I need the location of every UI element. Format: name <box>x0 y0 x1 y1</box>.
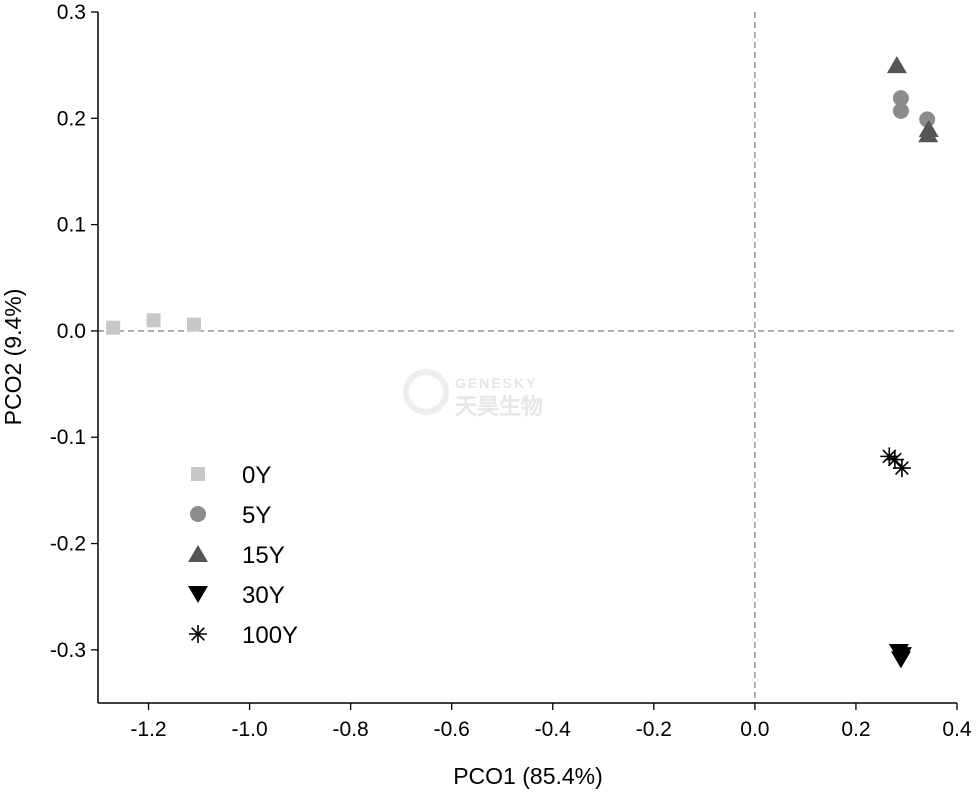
x-tick-label: -0.8 <box>333 718 369 741</box>
data-point-30y <box>890 651 911 669</box>
data-point-5y <box>919 111 936 128</box>
reference-lines <box>98 12 957 703</box>
y-tick-label: 0.3 <box>57 1 86 24</box>
data-point-100y <box>892 459 911 478</box>
x-tick-label: 0.4 <box>942 718 972 741</box>
data-point-5y <box>892 90 909 107</box>
x-tick-label: -1.0 <box>231 718 267 741</box>
y-tick-label: -0.2 <box>50 533 86 556</box>
legend-marker-100y <box>189 625 207 643</box>
x-tick-label: -0.2 <box>636 718 672 741</box>
data-point-15y <box>886 56 907 74</box>
x-tick-label: -0.4 <box>535 718 572 741</box>
ticks: 0.3 0.2 0.1 0.0 -0.1 -0.2 -0.3 -1.2 -1.0 -0.8 -0.6… <box>50 1 972 741</box>
y-tick-label: 0.2 <box>57 107 86 130</box>
legend-marker-0y <box>191 467 205 481</box>
data-point-0y <box>106 320 121 335</box>
data-point-5y <box>892 102 909 119</box>
data-point-100y <box>885 450 904 469</box>
y-tick-label: 0.0 <box>57 320 86 343</box>
watermark-cn: 天昊生物 <box>455 394 543 420</box>
watermark: GENESKY 天昊生物 <box>403 369 543 420</box>
legend-label-100y: 100Y <box>242 622 298 649</box>
x-tick-label: 0.0 <box>740 718 769 741</box>
legend-marker-15y <box>188 545 208 562</box>
y-axis-title: PCO2 (9.4%) <box>0 289 26 426</box>
legend-label-5y: 5Y <box>242 502 271 529</box>
y-tick-label: -0.3 <box>50 639 86 662</box>
legend-label-0y: 0Y <box>242 462 271 489</box>
watermark-en: GENESKY <box>455 375 537 391</box>
data-point-0y <box>187 317 202 332</box>
legend-marker-30y <box>188 586 208 603</box>
legend-label-15y: 15Y <box>242 542 285 569</box>
data-point-15y <box>918 125 939 143</box>
axes <box>97 12 957 704</box>
x-tick-label: -0.6 <box>434 718 470 741</box>
x-axis-title: PCO1 (85.4%) <box>453 763 603 789</box>
legend: 0Y 5Y 15Y 30Y 100Y <box>188 462 298 649</box>
watermark-logo-icon <box>403 369 449 415</box>
x-tick-label: -1.2 <box>130 718 166 741</box>
legend-label-30y: 30Y <box>242 582 285 609</box>
y-tick-label: -0.1 <box>50 426 86 449</box>
x-tick-label: 0.2 <box>841 718 870 741</box>
data-point-0y <box>146 313 161 328</box>
y-tick-label: 0.1 <box>57 214 86 237</box>
legend-marker-5y <box>190 506 206 522</box>
data-points <box>106 56 939 669</box>
